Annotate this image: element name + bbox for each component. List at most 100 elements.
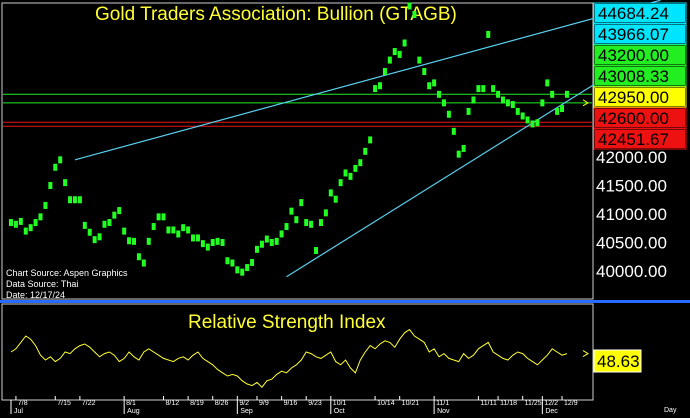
level-labels: 44684.24 43966.07 43200.00 43008.33 42950.00… — [582, 2, 687, 150]
price-point — [259, 240, 264, 248]
x-date-label: 11/18 — [500, 400, 517, 407]
x-month-label: Jul — [14, 408, 23, 415]
price-point — [176, 230, 181, 238]
price-point — [250, 258, 255, 266]
price-point — [446, 110, 451, 118]
x-month-label: Sep — [240, 408, 253, 415]
price-point — [53, 163, 58, 171]
price-point — [107, 219, 112, 227]
price-point — [28, 224, 33, 232]
price-point — [564, 90, 569, 98]
price-point — [63, 179, 68, 187]
level-label: 42600.00 — [598, 109, 669, 128]
y-tick-label: 40000.00 — [596, 262, 667, 281]
price-point — [437, 90, 442, 98]
x-date-label: 8/1 — [126, 400, 136, 407]
price-chart-title: Gold Traders Association: Bullion (GTAGB… — [95, 4, 457, 25]
price-point — [323, 209, 328, 217]
x-month-label: Aug — [127, 408, 140, 415]
price-point — [9, 219, 13, 227]
x-date-label: 11/11 — [480, 400, 497, 407]
price-point — [161, 213, 166, 221]
price-point — [550, 90, 555, 98]
price-panel-frame — [1, 2, 594, 300]
price-point — [48, 182, 53, 189]
price-point — [13, 220, 18, 228]
price-point — [427, 82, 432, 90]
price-point — [210, 239, 215, 246]
price-point — [456, 150, 461, 158]
price-point — [530, 120, 535, 128]
price-points — [9, 2, 569, 276]
source-note-3: Date: 12/17/24 — [6, 290, 65, 300]
rsi-pointer — [582, 350, 589, 358]
x-month-label: Dec — [545, 408, 558, 415]
price-point — [117, 207, 122, 215]
x-date-label: 10/21 — [402, 400, 420, 407]
price-point — [171, 226, 176, 234]
price-point — [461, 144, 466, 152]
price-point — [146, 237, 151, 245]
price-point — [481, 85, 486, 93]
price-point — [220, 239, 225, 246]
y-tick-label: 42000.00 — [596, 148, 667, 167]
level-label: 43008.33 — [598, 67, 669, 86]
price-point — [43, 201, 48, 209]
level-label: 42950.00 — [598, 88, 669, 107]
price-point — [33, 219, 38, 227]
price-point — [72, 196, 77, 204]
price-point — [304, 219, 309, 227]
price-point — [515, 107, 520, 115]
rsi-panel-frame — [1, 303, 594, 401]
price-point — [496, 90, 501, 98]
price-point — [58, 156, 63, 164]
price-point — [348, 172, 353, 180]
price-point — [451, 127, 456, 135]
x-date-label: 11/1 — [436, 400, 449, 407]
price-point — [520, 112, 525, 120]
rsi-last-box — [593, 349, 642, 373]
price-point — [269, 239, 274, 246]
price-point — [343, 169, 348, 177]
price-point — [476, 85, 481, 93]
price-point — [353, 164, 358, 172]
price-point — [466, 107, 471, 115]
price-point — [333, 195, 338, 203]
price-point — [136, 253, 141, 261]
level-box-fill — [595, 109, 685, 127]
y-tick-label: 41000.00 — [596, 205, 667, 224]
price-point — [68, 196, 73, 204]
y-axis-ticks: 40000.00 40500.00 41000.00 41500.00 42000.00 — [596, 148, 667, 281]
price-point — [18, 217, 23, 225]
price-point — [501, 96, 505, 104]
price-point — [363, 147, 368, 155]
price-point — [245, 264, 250, 272]
price-point — [230, 259, 235, 267]
price-point — [328, 189, 333, 197]
price-point — [510, 101, 515, 109]
price-point — [112, 211, 117, 219]
x-date-label: 9/9 — [259, 400, 269, 407]
level-box-fill — [595, 67, 685, 85]
level-label: 44684.24 — [598, 4, 669, 23]
price-point — [279, 230, 284, 238]
price-point — [314, 246, 319, 254]
level-box-fill — [595, 4, 685, 22]
price-point — [181, 224, 186, 232]
x-month-label: Oct — [334, 408, 345, 415]
price-point — [491, 85, 496, 93]
price-point — [141, 259, 146, 267]
price-point — [87, 228, 92, 236]
x-date-label: 10/14 — [377, 400, 395, 407]
x-date-label: 9/23 — [308, 400, 322, 407]
x-date-label: 7/15 — [57, 400, 71, 407]
price-point — [166, 226, 171, 234]
source-note-1: Chart Source: Aspen Graphics — [6, 268, 128, 278]
x-date-label: 9/2 — [239, 400, 249, 407]
price-point — [23, 227, 28, 235]
price-point — [397, 50, 402, 58]
price-point — [240, 268, 245, 276]
price-point — [417, 56, 422, 64]
